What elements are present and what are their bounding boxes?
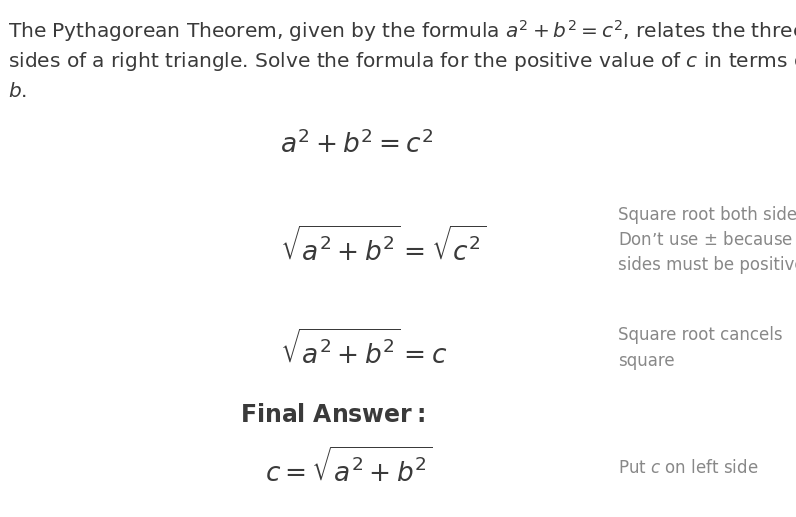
Text: Put $c$ on left side: Put $c$ on left side [618, 459, 759, 477]
Text: $\sqrt{a^2 + b^2} = \sqrt{c^2}$: $\sqrt{a^2 + b^2} = \sqrt{c^2}$ [280, 227, 486, 266]
Text: $b$.: $b$. [8, 82, 27, 101]
Text: Square root cancels
square: Square root cancels square [618, 327, 782, 370]
Text: $\sqrt{a^2 + b^2} = c$: $\sqrt{a^2 + b^2} = c$ [280, 330, 447, 370]
Text: Square root both sides.
Don’t use $\pm$ because
sides must be positive.: Square root both sides. Don’t use $\pm$ … [618, 206, 796, 274]
Text: sides of a right triangle. Solve the formula for the positive value of $c$ in te: sides of a right triangle. Solve the for… [8, 50, 796, 73]
Text: $\mathit{\mathbf{Final\ Answer:}}$: $\mathit{\mathbf{Final\ Answer:}}$ [240, 403, 425, 427]
Text: $a^2 + b^2 = c^2$: $a^2 + b^2 = c^2$ [280, 131, 434, 159]
Text: $c = \sqrt{a^2 + b^2}$: $c = \sqrt{a^2 + b^2}$ [265, 448, 432, 488]
Text: The Pythagorean Theorem, given by the formula $a^2 + b^2 = c^2$, relates the thr: The Pythagorean Theorem, given by the fo… [8, 18, 796, 44]
